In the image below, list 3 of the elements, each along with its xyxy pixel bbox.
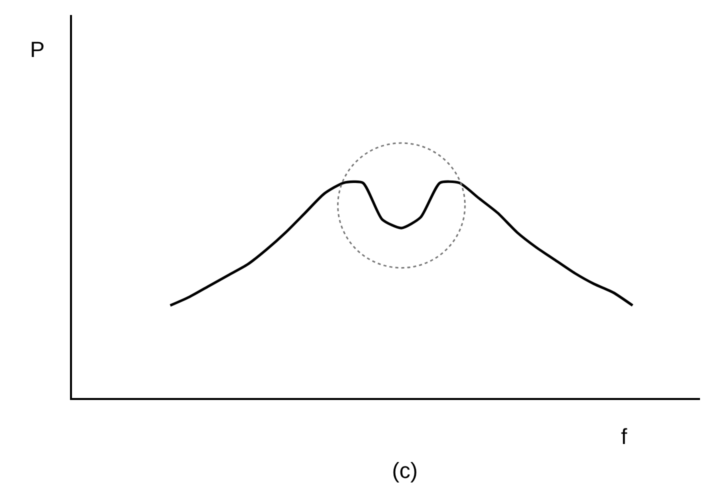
text: (c) <box>392 458 418 483</box>
text: P <box>30 37 45 62</box>
x-axis-title: f <box>621 424 628 449</box>
